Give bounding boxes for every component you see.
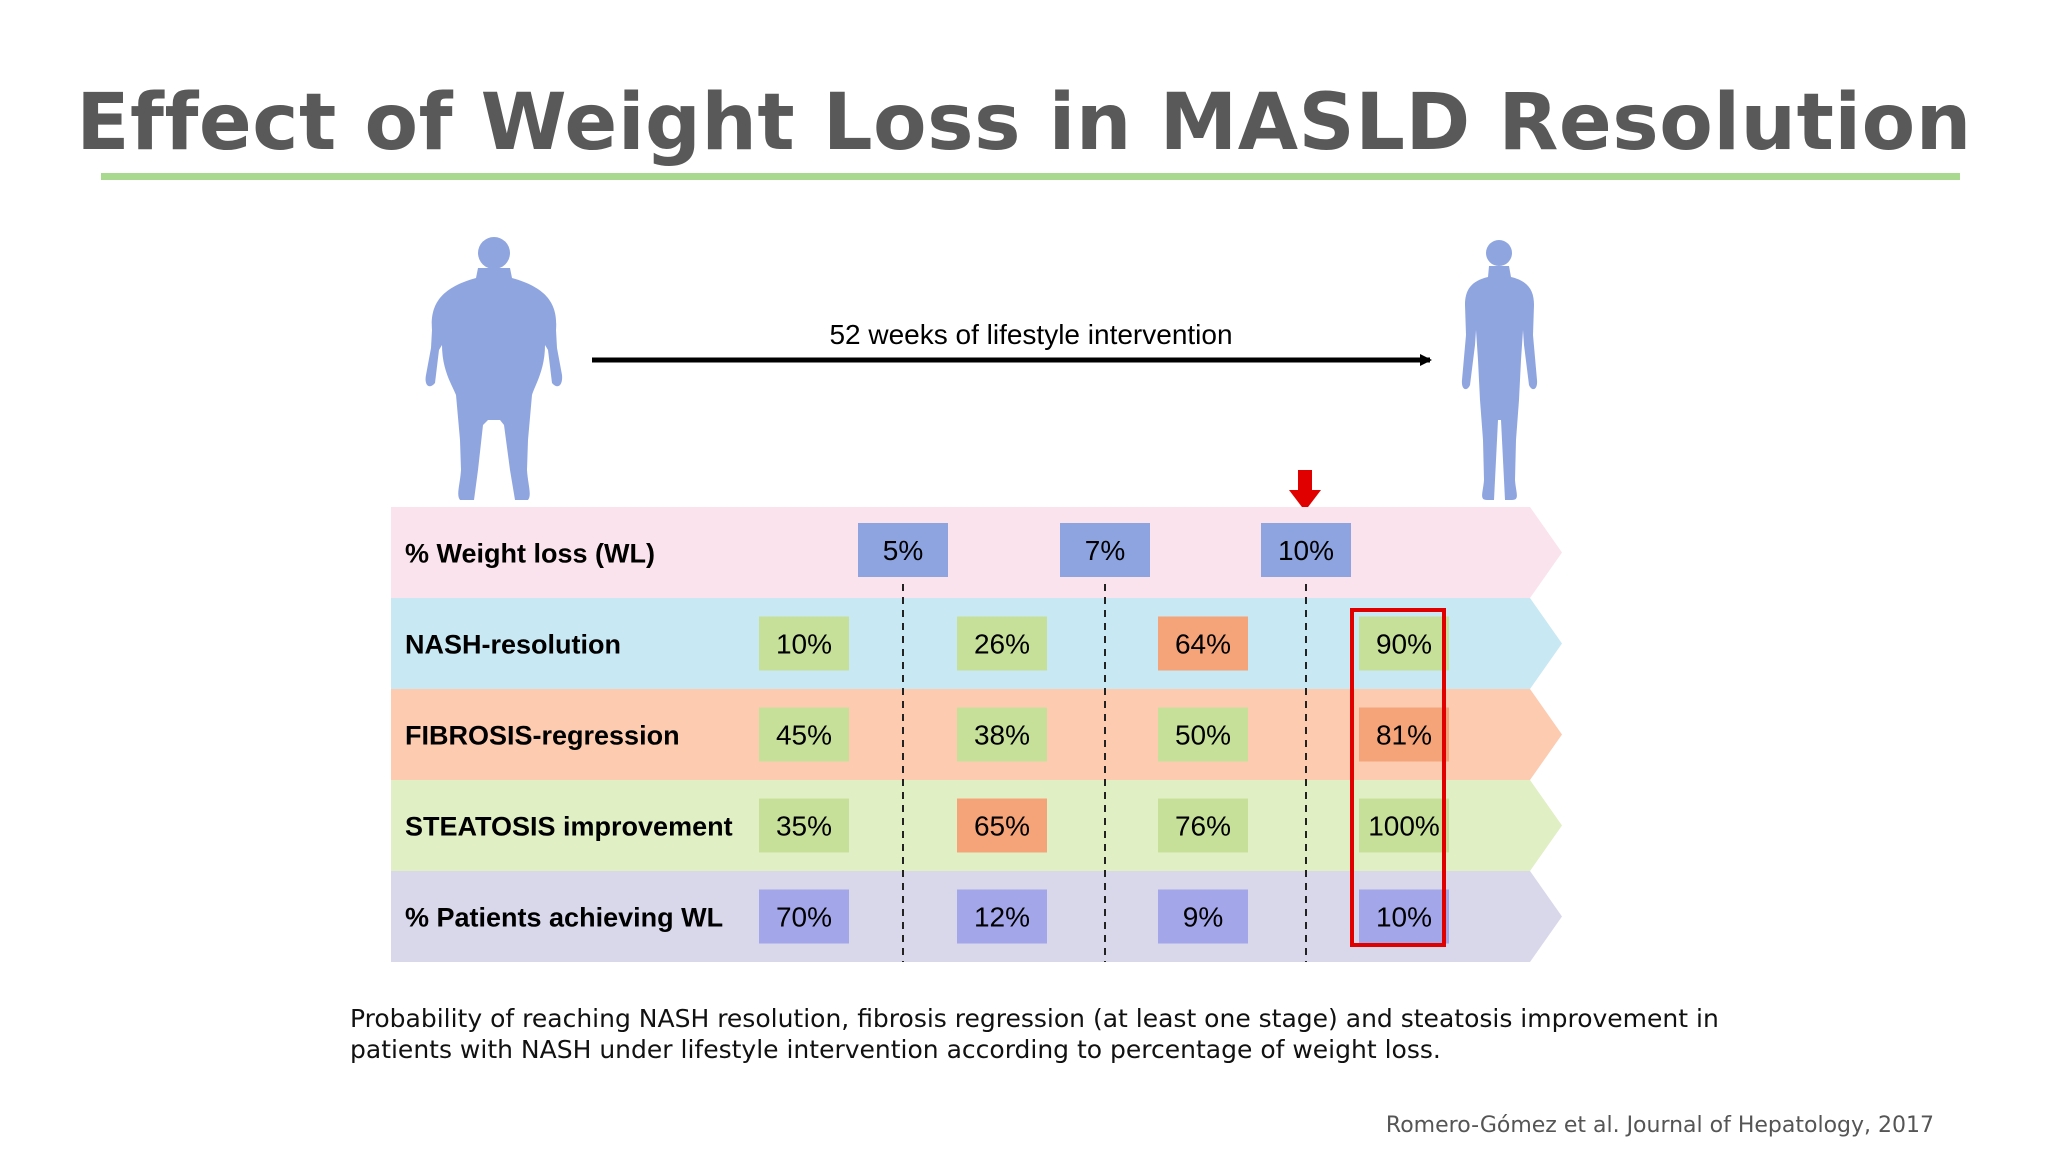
cell-value: 81%: [1376, 720, 1432, 751]
value-cell: [957, 798, 1047, 853]
cell-value: 64%: [1175, 629, 1231, 660]
cell-value: 100%: [1368, 811, 1440, 842]
weight-loss-cell: [1261, 523, 1351, 577]
value-cell: [1158, 616, 1248, 671]
cell-value: 65%: [974, 811, 1030, 842]
weight-loss-value: 10%: [1278, 535, 1334, 566]
value-cell: [759, 707, 849, 762]
row-label: STEATOSIS improvement: [405, 812, 733, 842]
timeline-label: 52 weeks of lifestyle intervention: [829, 319, 1232, 350]
cell-value: 10%: [776, 629, 832, 660]
value-cell: [1158, 707, 1248, 762]
cell-value: 90%: [1376, 629, 1432, 660]
cell-value: 26%: [974, 629, 1030, 660]
row-label: % Patients achieving WL: [405, 903, 723, 933]
threshold-marker-arrow-icon: [1289, 470, 1321, 511]
value-cell: [957, 707, 1047, 762]
value-cell: [1359, 616, 1449, 671]
row-label: FIBROSIS-regression: [405, 721, 680, 751]
cell-value: 38%: [974, 720, 1030, 751]
value-cell: [1359, 707, 1449, 762]
row-label: NASH-resolution: [405, 630, 621, 660]
value-cell: [1359, 798, 1449, 853]
row-label: % Weight loss (WL): [405, 539, 655, 569]
cell-value: 10%: [1376, 902, 1432, 933]
weight-loss-value: 7%: [1085, 535, 1125, 566]
obese-person-icon: [425, 237, 563, 500]
value-cell: [759, 616, 849, 671]
title-underline: [101, 173, 1960, 180]
value-cell: [759, 798, 849, 853]
weight-loss-cell: [1060, 523, 1150, 577]
cell-value: 45%: [776, 720, 832, 751]
figure-caption: Probability of reaching NASH resolution,…: [350, 1004, 1719, 1064]
value-cell: [1158, 798, 1248, 853]
value-cell: [1359, 889, 1449, 944]
highlight-box: [1350, 608, 1446, 947]
weight-loss-cell: [858, 523, 948, 577]
cell-value: 35%: [776, 811, 832, 842]
value-cell: [957, 616, 1047, 671]
cell-value: 50%: [1175, 720, 1231, 751]
value-cell: [957, 889, 1047, 944]
weight-loss-value: 5%: [883, 535, 923, 566]
slide-title: Effect of Weight Loss in MASLD Resolutio…: [76, 78, 1972, 168]
cell-value: 70%: [776, 902, 832, 933]
cell-value: 9%: [1183, 902, 1223, 933]
value-cell: [1158, 889, 1248, 944]
citation: Romero-Gómez et al. Journal of Hepatolog…: [1385, 1113, 1934, 1138]
value-cell: [759, 889, 849, 944]
slim-person-icon: [1461, 240, 1538, 500]
cell-value: 12%: [974, 902, 1030, 933]
cell-value: 76%: [1175, 811, 1231, 842]
